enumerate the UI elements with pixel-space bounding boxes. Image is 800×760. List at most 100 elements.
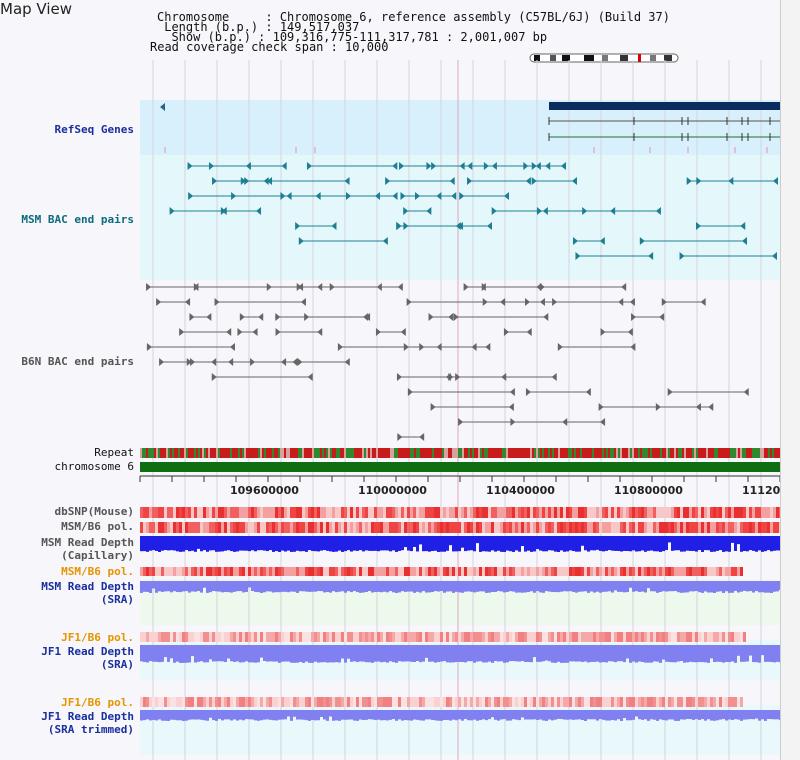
repeat-segment bbox=[634, 448, 636, 458]
pol-cell bbox=[536, 632, 539, 642]
pol-cell bbox=[446, 522, 449, 533]
repeat-segment bbox=[282, 448, 284, 458]
pol-cell bbox=[683, 522, 686, 533]
pol-cell bbox=[224, 632, 227, 642]
pol-cell bbox=[533, 697, 536, 707]
depth-column bbox=[749, 710, 752, 720]
depth-column bbox=[272, 645, 275, 662]
depth-column bbox=[281, 536, 284, 551]
repeat-segment bbox=[188, 448, 190, 458]
depth-column bbox=[320, 536, 323, 551]
repeat-segment bbox=[552, 448, 554, 458]
repeat-segment bbox=[608, 448, 610, 458]
depth-column bbox=[662, 645, 665, 660]
msm-depth-sra-label[interactable]: MSM Read Depth bbox=[41, 580, 134, 593]
pol-cell bbox=[140, 567, 143, 576]
dbsnp-label[interactable]: dbSNP(Mouse) bbox=[54, 505, 134, 518]
pol-cell bbox=[173, 522, 176, 533]
depth-column bbox=[215, 710, 218, 721]
depth-column bbox=[650, 645, 653, 663]
pol-cell bbox=[665, 522, 668, 533]
depth-column bbox=[146, 710, 149, 720]
pol-cell bbox=[536, 522, 539, 533]
pol-cell bbox=[260, 522, 263, 533]
depth-column bbox=[317, 710, 320, 721]
pol-cell bbox=[635, 522, 638, 533]
repeat-segment bbox=[668, 448, 670, 458]
jf1-depth-label[interactable]: JF1 Read Depth bbox=[41, 645, 134, 658]
repeat-segment bbox=[306, 448, 308, 458]
pol-cell bbox=[458, 632, 461, 642]
repeat-segment bbox=[696, 448, 698, 458]
depth-column bbox=[173, 645, 176, 663]
depth-column bbox=[722, 581, 725, 593]
pol-cell bbox=[503, 632, 506, 642]
pol-cell bbox=[284, 567, 287, 576]
pol-cell bbox=[161, 632, 164, 642]
depth-column bbox=[272, 536, 275, 552]
depth-column bbox=[329, 581, 332, 593]
depth-column bbox=[773, 536, 776, 551]
msm-b6-pol-label[interactable]: MSM/B6 pol. bbox=[61, 520, 134, 533]
depth-column bbox=[683, 536, 686, 552]
pol-cell bbox=[314, 632, 317, 642]
pol-cell bbox=[692, 697, 695, 707]
repeat-segment bbox=[726, 448, 728, 458]
depth-column bbox=[671, 645, 674, 663]
pol-cell bbox=[713, 567, 716, 576]
pol-cell bbox=[287, 507, 290, 518]
depth-column bbox=[611, 536, 614, 551]
depth-column bbox=[569, 581, 572, 592]
depth-column bbox=[164, 536, 167, 551]
chromosome-ideogram[interactable] bbox=[528, 52, 682, 64]
depth-column bbox=[548, 536, 551, 551]
depth-column bbox=[557, 581, 560, 593]
depth-column bbox=[521, 645, 524, 662]
jf1-pol-2-label[interactable]: JF1/B6 pol. bbox=[61, 696, 134, 709]
msm-bac-label[interactable]: MSM BAC end pairs bbox=[21, 213, 134, 226]
repeat-segment bbox=[562, 448, 564, 458]
pol-cell bbox=[737, 632, 740, 642]
pol-cell bbox=[284, 507, 287, 518]
pol-cell bbox=[722, 507, 725, 518]
pol-cell bbox=[722, 697, 725, 707]
pol-cell bbox=[767, 507, 770, 518]
pol-cell bbox=[635, 697, 638, 707]
right-scroll-frame[interactable] bbox=[780, 0, 800, 760]
repeat-segment bbox=[316, 448, 318, 458]
pol-cell bbox=[422, 632, 425, 642]
jf1-depth-trim-label[interactable]: JF1 Read Depth bbox=[41, 710, 134, 723]
pol-cell bbox=[752, 522, 755, 533]
pol-cell bbox=[587, 697, 590, 707]
pol-cell bbox=[263, 632, 266, 642]
depth-column bbox=[365, 710, 368, 720]
refseq-genes-label[interactable]: RefSeq Genes bbox=[54, 123, 134, 136]
repeat-segment bbox=[488, 448, 490, 458]
depth-column bbox=[599, 581, 602, 593]
msm-b6-pol-2-label[interactable]: MSM/B6 pol. bbox=[61, 565, 134, 578]
msm-depth-cap-label[interactable]: MSM Read Depth bbox=[41, 536, 134, 549]
depth-column bbox=[683, 581, 686, 593]
depth-column bbox=[638, 581, 641, 592]
pol-cell bbox=[632, 522, 635, 533]
b6n-bac-label[interactable]: B6N BAC end pairs bbox=[21, 355, 134, 368]
msm-bac-end bbox=[679, 252, 685, 260]
repeat-segment bbox=[246, 448, 248, 458]
pol-cell bbox=[353, 697, 356, 707]
depth-column bbox=[713, 536, 716, 552]
depth-column bbox=[536, 536, 539, 550]
pol-cell bbox=[371, 697, 374, 707]
jf1-pol-label[interactable]: JF1/B6 pol. bbox=[61, 631, 134, 644]
pol-cell bbox=[242, 567, 245, 576]
pol-cell bbox=[656, 567, 659, 576]
pol-cell bbox=[653, 632, 656, 642]
pol-cell bbox=[194, 507, 197, 518]
pol-cell bbox=[320, 567, 323, 576]
pol-cell bbox=[221, 697, 224, 707]
pol-cell bbox=[458, 507, 461, 518]
depth-column bbox=[191, 536, 194, 551]
pol-cell bbox=[206, 697, 209, 707]
pol-cell bbox=[467, 697, 470, 707]
pol-cell bbox=[710, 697, 713, 707]
